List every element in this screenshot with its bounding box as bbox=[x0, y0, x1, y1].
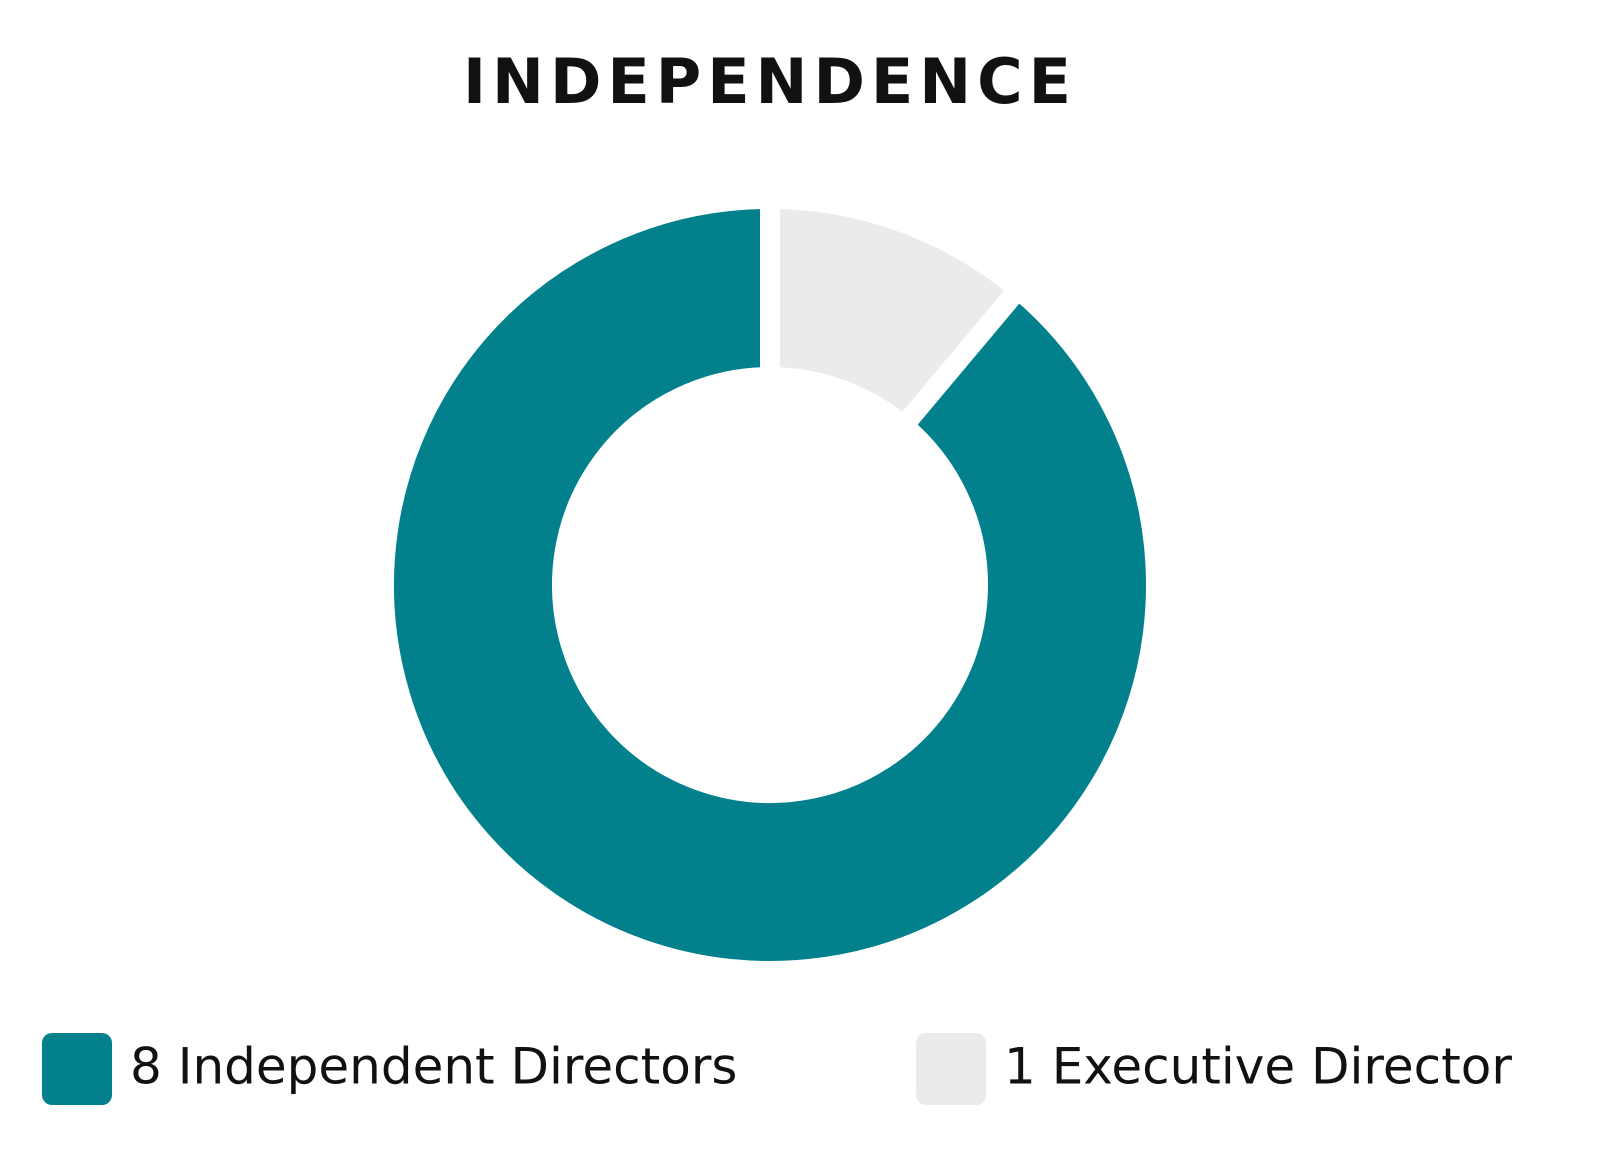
legend-swatch bbox=[42, 1033, 112, 1105]
legend-swatch bbox=[916, 1033, 986, 1105]
donut-slice bbox=[760, 188, 1033, 440]
donut-slice bbox=[374, 188, 1166, 981]
legend: 8 Independent Directors 1 Executive Direc… bbox=[42, 1033, 1512, 1105]
chart-title: INDEPENDENCE bbox=[463, 45, 1077, 118]
legend-label: 1 Executive Director bbox=[1004, 1038, 1512, 1096]
legend-label: 8 Independent Directors bbox=[130, 1038, 737, 1096]
donut bbox=[374, 188, 1166, 981]
